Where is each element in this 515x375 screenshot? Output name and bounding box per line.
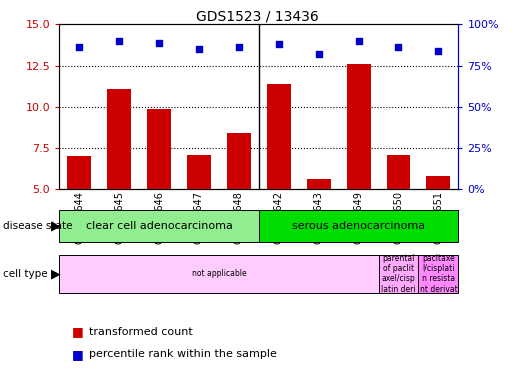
Bar [307, 180, 331, 272]
Bar [347, 64, 370, 272]
Point [115, 38, 123, 44]
Point [354, 38, 363, 44]
Text: disease state: disease state [3, 221, 72, 231]
Text: transformed count: transformed count [89, 327, 193, 337]
Point [195, 46, 203, 52]
Text: GDS1523 / 13436: GDS1523 / 13436 [196, 9, 319, 23]
Bar [426, 176, 450, 272]
Text: serous adenocarcinoma: serous adenocarcinoma [292, 221, 425, 231]
Bar [59, 255, 379, 292]
Point [434, 48, 442, 54]
Text: clear cell adenocarcinoma: clear cell adenocarcinoma [85, 221, 232, 231]
Text: cell type: cell type [3, 269, 47, 279]
Text: not applicable: not applicable [192, 269, 246, 278]
Text: percentile rank within the sample: percentile rank within the sample [89, 350, 277, 359]
Point [274, 41, 283, 47]
Point [315, 51, 323, 57]
Text: ■: ■ [72, 348, 84, 361]
Bar [419, 255, 458, 292]
Bar [59, 210, 259, 242]
Bar [386, 155, 410, 272]
Bar [67, 156, 91, 272]
Text: parental
of paclit
axel/cisp
latin deri: parental of paclit axel/cisp latin deri [381, 254, 416, 294]
Text: ■: ■ [72, 326, 84, 338]
Text: ▶: ▶ [51, 219, 60, 232]
Bar [107, 89, 131, 272]
Bar [267, 84, 290, 272]
Bar [379, 255, 419, 292]
Text: ▶: ▶ [51, 267, 60, 280]
Bar [259, 210, 458, 242]
Point [235, 45, 243, 51]
Bar [187, 155, 211, 272]
Point [75, 45, 83, 51]
Text: pacltaxe
l/cisplati
n resista
nt derivat: pacltaxe l/cisplati n resista nt derivat [420, 254, 457, 294]
Point [394, 45, 403, 51]
Point [155, 39, 163, 45]
Bar [227, 133, 251, 272]
Bar [147, 108, 171, 272]
